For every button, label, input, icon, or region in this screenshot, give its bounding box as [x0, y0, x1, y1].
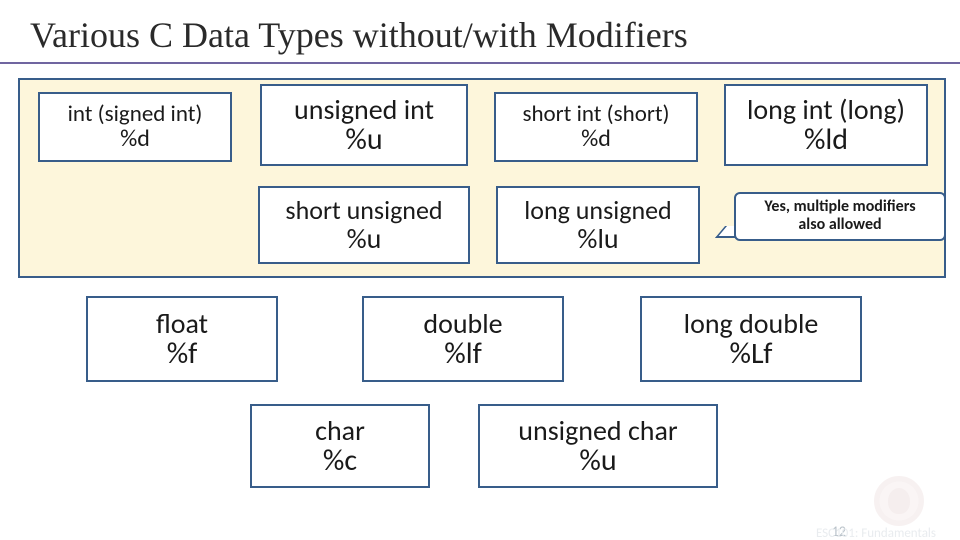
box-unsigned-int: unsigned int %u: [260, 84, 468, 166]
format-specifier: %u: [262, 124, 466, 156]
type-label: long double: [642, 309, 860, 338]
type-label: long unsigned: [498, 197, 698, 224]
format-specifier: %u: [480, 445, 716, 477]
diagram-stage: int (signed int) %d unsigned int %u shor…: [0, 74, 960, 514]
format-specifier: %d: [40, 126, 230, 151]
footer-line: ESC101: Fundamentals: [816, 527, 936, 540]
callout-line: Yes, multiple modifiers: [746, 198, 934, 216]
type-label: long int (long): [726, 95, 926, 124]
title-rule: [0, 62, 960, 64]
type-label: char: [252, 416, 428, 445]
page-title: Various C Data Types without/with Modifi…: [30, 14, 960, 56]
box-short-int: short int (short) %d: [494, 92, 698, 162]
box-unsigned-char: unsigned char %u: [478, 404, 718, 488]
format-specifier: %c: [252, 445, 428, 477]
type-label: double: [364, 309, 562, 338]
format-specifier: %lf: [364, 338, 562, 370]
type-label: float: [88, 309, 276, 338]
box-long-unsigned: long unsigned %lu: [496, 186, 700, 264]
box-long-double: long double %Lf: [640, 296, 862, 382]
callout-line: also allowed: [746, 216, 934, 234]
type-label: unsigned int: [262, 95, 466, 124]
box-char: char %c: [250, 404, 430, 488]
format-specifier: %ld: [726, 124, 926, 156]
format-specifier: %Lf: [642, 338, 860, 370]
box-double: double %lf: [362, 296, 564, 382]
type-label: short unsigned: [260, 197, 468, 224]
format-specifier: %d: [496, 126, 696, 151]
callout-multiple-modifiers: Yes, multiple modifiers also allowed: [734, 192, 946, 241]
box-long-int: long int (long) %ld: [724, 84, 928, 166]
seal-icon: [874, 476, 924, 526]
footer-course: ESC101: Fundamentals of Computing: [816, 527, 936, 540]
box-float: float %f: [86, 296, 278, 382]
format-specifier: %f: [88, 338, 276, 370]
type-label: unsigned char: [480, 416, 716, 445]
box-int: int (signed int) %d: [38, 92, 232, 162]
type-label: short int (short): [496, 102, 696, 126]
box-short-unsigned: short unsigned %u: [258, 186, 470, 264]
format-specifier: %u: [260, 224, 468, 253]
type-label: int (signed int): [40, 102, 230, 126]
format-specifier: %lu: [498, 224, 698, 253]
